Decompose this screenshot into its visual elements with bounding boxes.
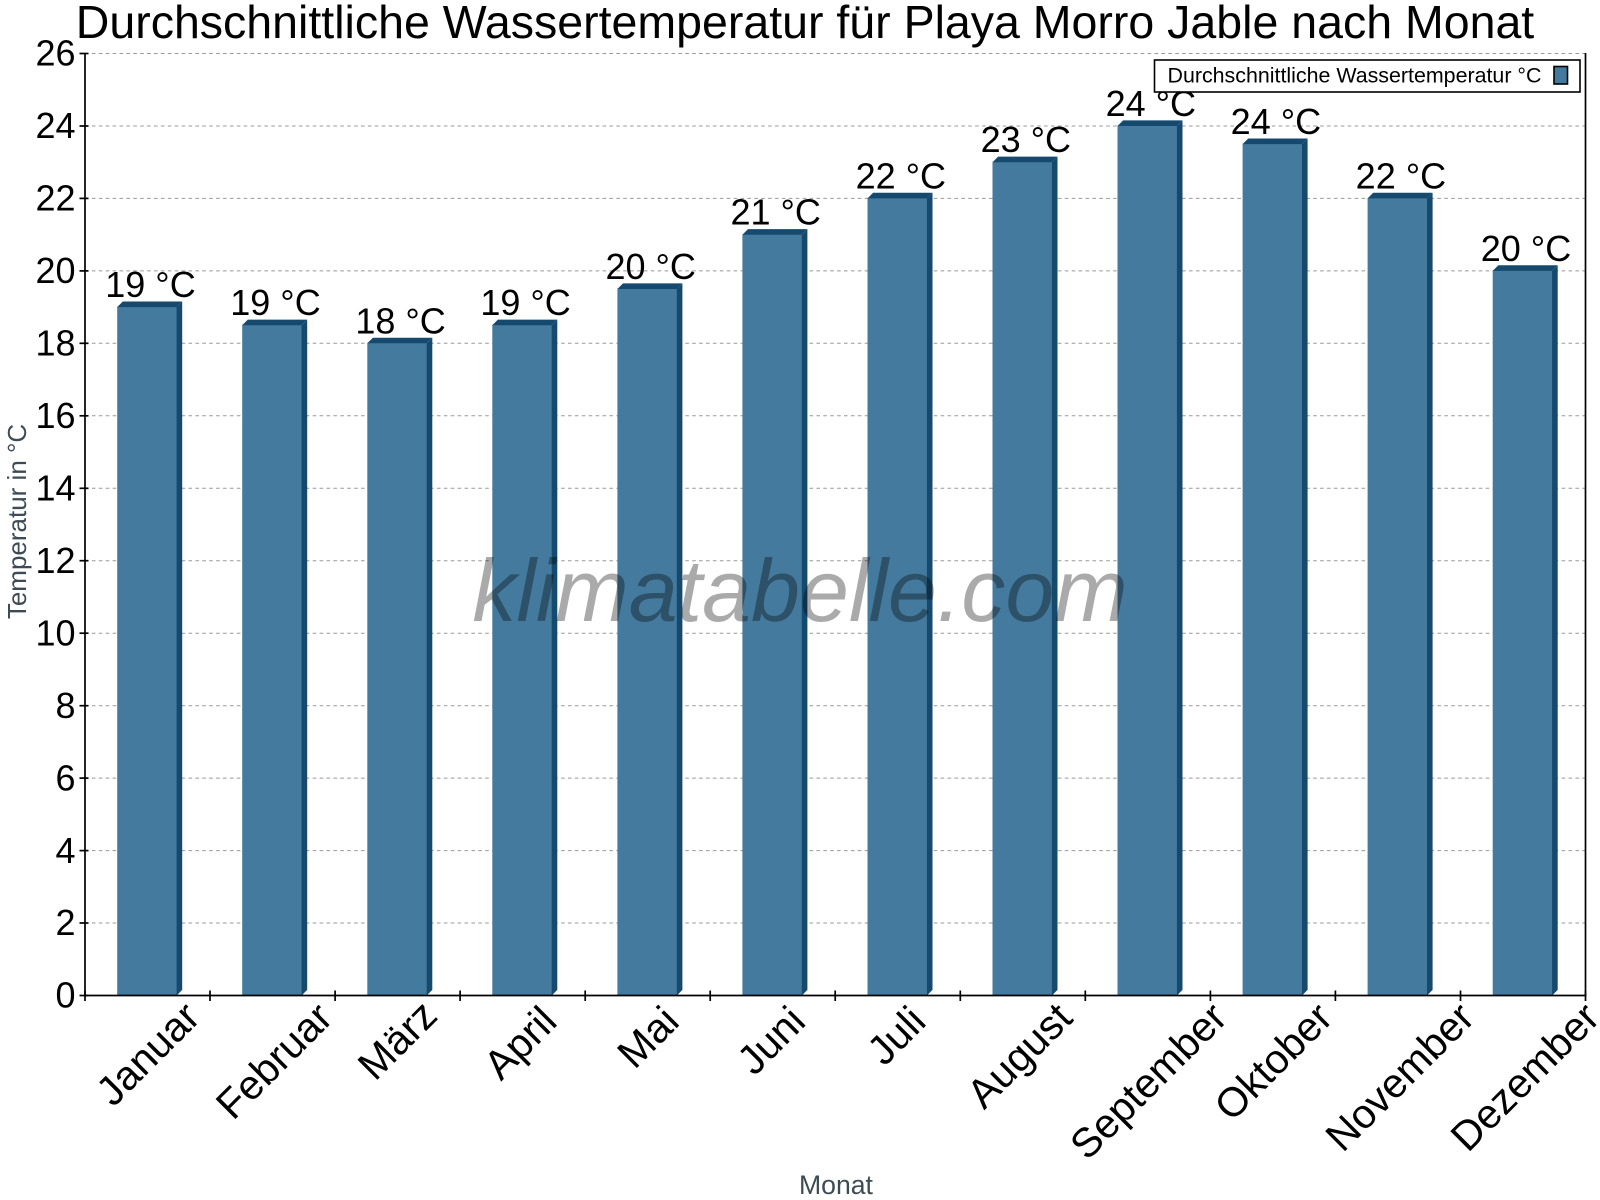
svg-text:12: 12 <box>35 540 75 581</box>
svg-text:19 °C: 19 °C <box>105 264 195 305</box>
svg-text:20: 20 <box>35 250 75 291</box>
svg-text:20 °C: 20 °C <box>1481 228 1571 269</box>
svg-text:6: 6 <box>55 757 75 798</box>
svg-text:16: 16 <box>35 395 75 436</box>
svg-text:19 °C: 19 °C <box>230 282 320 323</box>
svg-text:14: 14 <box>35 468 75 509</box>
svg-text:Durchschnittliche Wassertemper: Durchschnittliche Wassertemperatur °C <box>1168 63 1542 87</box>
svg-text:8: 8 <box>55 685 75 726</box>
svg-text:20 °C: 20 °C <box>605 246 695 287</box>
svg-text:22 °C: 22 °C <box>856 155 946 196</box>
svg-text:22: 22 <box>35 178 75 219</box>
svg-text:10: 10 <box>35 612 75 653</box>
svg-text:Monat: Monat <box>799 1170 874 1200</box>
svg-text:Durchschnittliche Wassertemper: Durchschnittliche Wassertemperatur für P… <box>76 0 1535 48</box>
svg-text:klimatabelle.com: klimatabelle.com <box>472 541 1127 640</box>
svg-text:24: 24 <box>35 105 75 146</box>
svg-text:0: 0 <box>55 975 75 1016</box>
svg-text:23 °C: 23 °C <box>981 119 1071 160</box>
svg-text:18 °C: 18 °C <box>355 300 445 341</box>
svg-text:21 °C: 21 °C <box>730 192 820 233</box>
svg-text:2: 2 <box>55 902 75 943</box>
svg-text:26: 26 <box>35 33 75 74</box>
svg-text:4: 4 <box>55 830 75 871</box>
svg-text:18: 18 <box>35 323 75 364</box>
svg-text:22 °C: 22 °C <box>1356 155 1446 196</box>
svg-text:19 °C: 19 °C <box>480 282 570 323</box>
svg-text:24 °C: 24 °C <box>1231 101 1321 142</box>
svg-text:Temperatur in °C: Temperatur in °C <box>2 424 32 619</box>
